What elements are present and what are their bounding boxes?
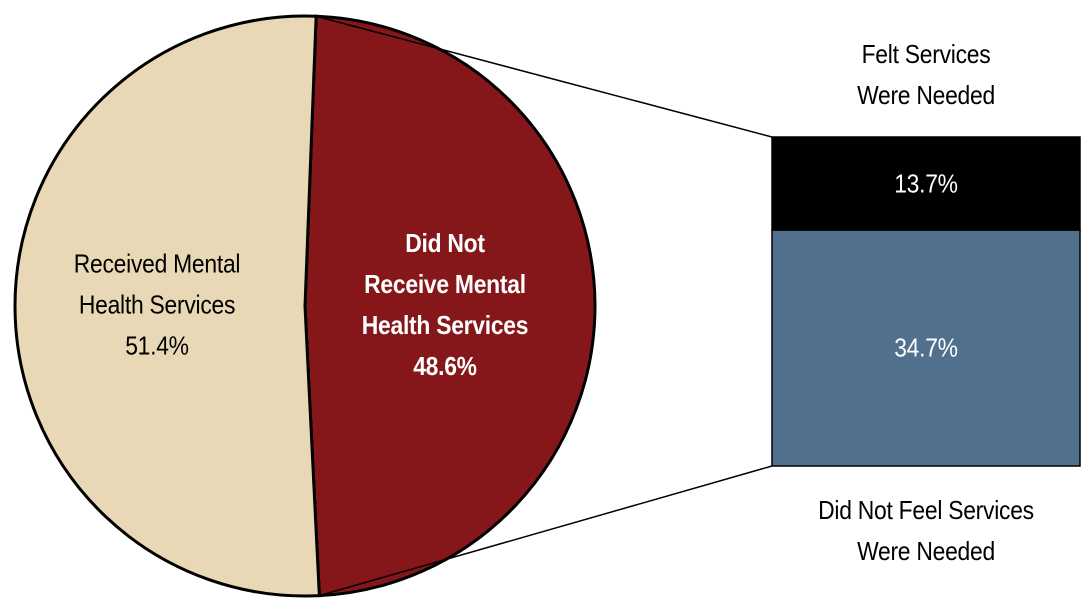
pie-slice bbox=[13, 14, 321, 598]
category-label: Received Mental Health Services bbox=[73, 248, 241, 320]
bar-value-label: 34.7% bbox=[838, 328, 1014, 369]
series-label: Felt Services Were Needed bbox=[807, 34, 1045, 116]
legend-label: Felt Services Were Needed bbox=[857, 39, 995, 110]
slice-label: Did Not Receive Mental Health Services 48… bbox=[335, 223, 555, 387]
bar-segment bbox=[771, 136, 1081, 231]
series-label: Did Not Feel Services Were Needed bbox=[776, 490, 1075, 572]
connector-line bbox=[315, 15, 773, 138]
slice-label: Received Mental Health Services 51.4% bbox=[62, 244, 251, 367]
legend-label: Did Not Feel Services Were Needed bbox=[818, 495, 1034, 566]
connector-line bbox=[319, 465, 773, 597]
bar-value-label: 13.7% bbox=[838, 163, 1014, 204]
category-label: Did Not Receive Mental Health Services bbox=[361, 228, 529, 340]
value-label: 48.6% bbox=[413, 351, 477, 381]
value-label: 51.4% bbox=[125, 330, 189, 361]
value-label: 34.7% bbox=[894, 332, 958, 363]
value-label: 13.7% bbox=[894, 168, 958, 199]
bar-segment bbox=[771, 229, 1081, 467]
